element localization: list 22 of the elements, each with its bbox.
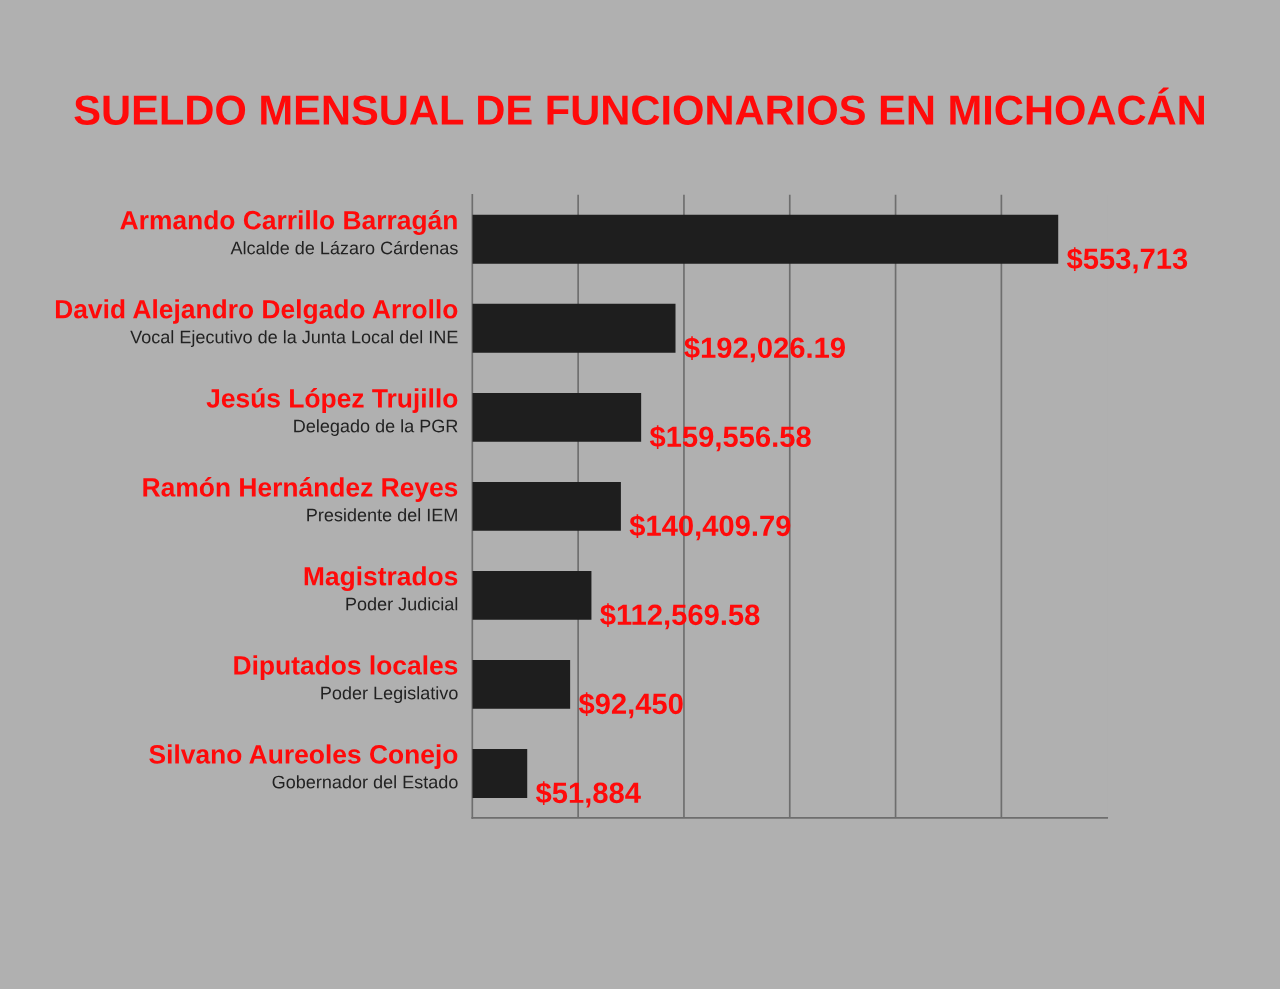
chart-title: SUELDO MENSUAL DE FUNCIONARIOS EN MICHOACÁN — [74, 87, 1204, 125]
bar — [472, 214, 1059, 264]
y-tick-label: Ramón Hernández Reyes Presidente del IEM — [143, 477, 458, 522]
y-tick-label: Silvano Aureoles Conejo Gobernador del Estado — [149, 744, 458, 789]
data-label: $92,450 — [578, 692, 683, 719]
y-tick-label: Diputados locales Poder Legislativo — [234, 655, 458, 703]
data-label: $159,556.58 — [649, 425, 811, 452]
data-label: $112,569.58 — [600, 603, 760, 630]
bar — [472, 659, 571, 709]
y-tick-label: Jesús López Trujillo Delegado de la PGR — [206, 388, 458, 436]
bar — [472, 748, 528, 798]
bar — [472, 481, 621, 531]
y-tick-label: Magistrados Poder Judicial — [304, 566, 458, 611]
y-tick-label: Armando Carrillo Barragán Alcalde de Lázaro Cárdenas — [120, 209, 458, 255]
y-tick-label: David Alejandro Delgado Arrollo Vocal Ejecutivo de la Junta Local del INE — [55, 299, 458, 347]
bar — [472, 570, 592, 620]
bar — [472, 303, 676, 353]
data-label: $553,713 — [1066, 247, 1188, 274]
data-label: $51,884 — [535, 781, 641, 808]
bar — [472, 392, 642, 442]
data-label: $192,026.19 — [684, 336, 845, 363]
data-label: $140,409.79 — [629, 514, 791, 541]
